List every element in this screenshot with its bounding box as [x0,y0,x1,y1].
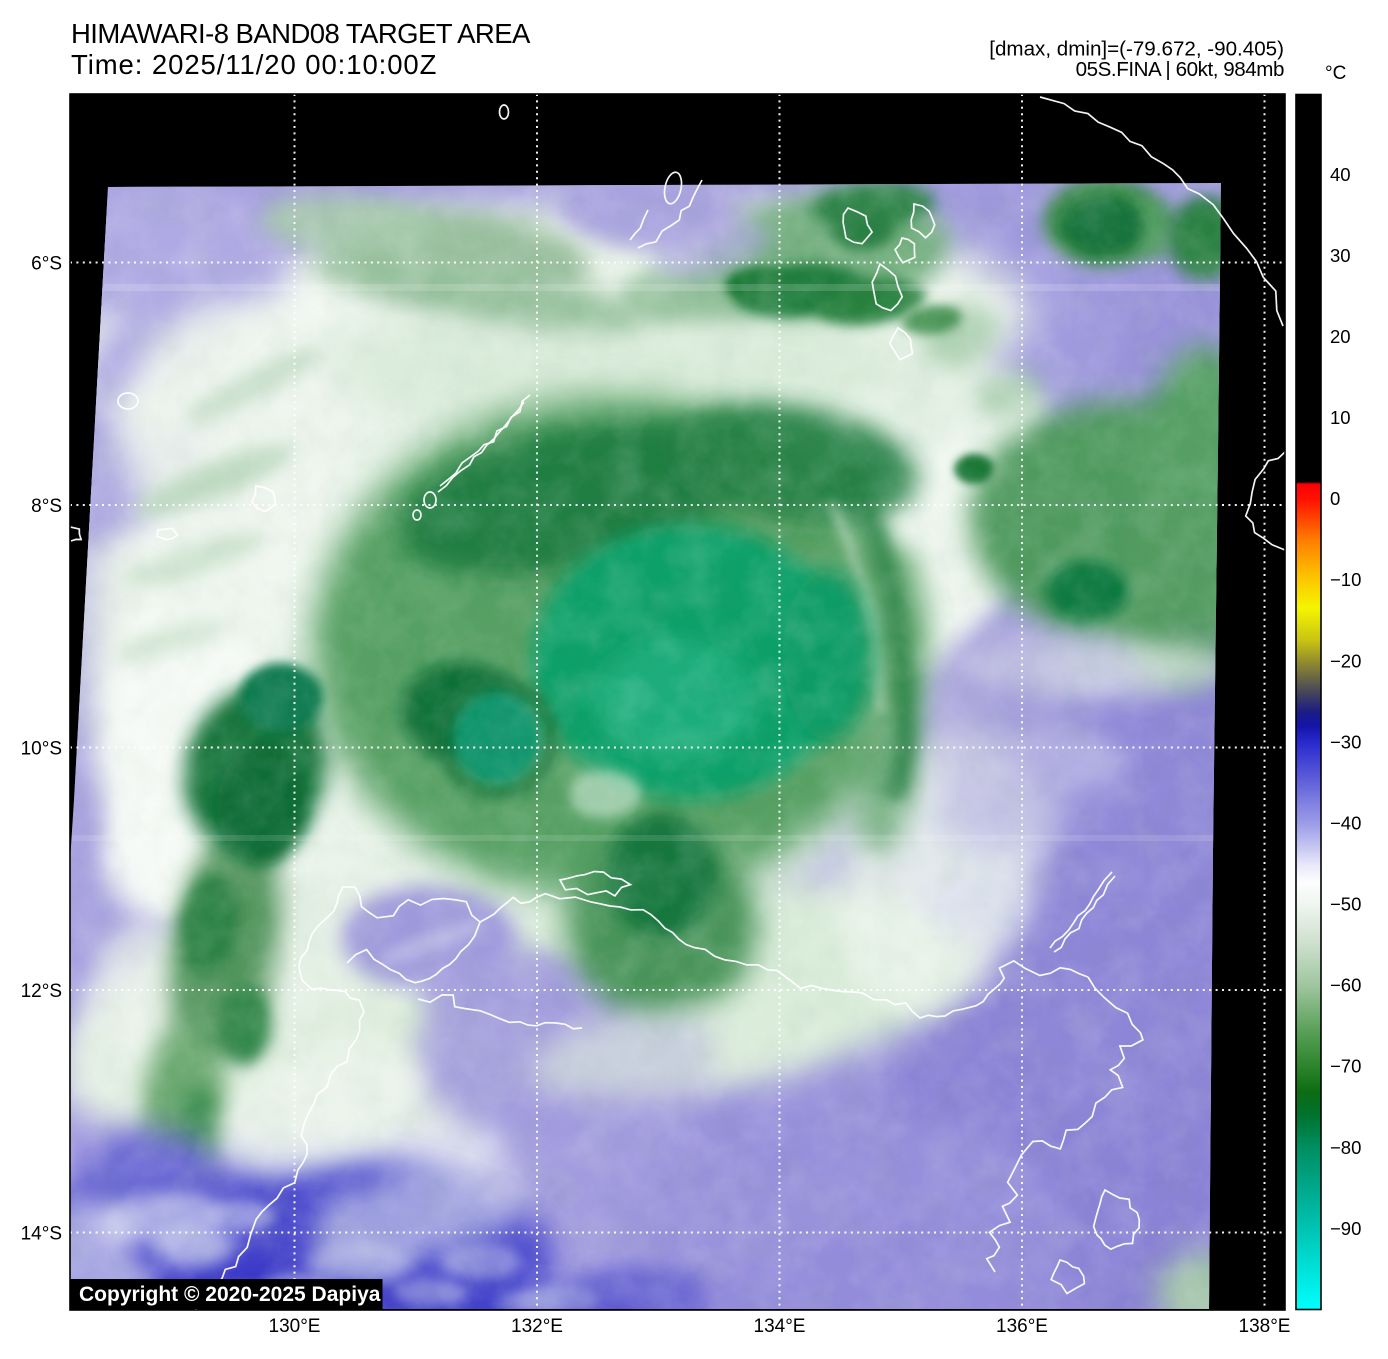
svg-text:−50: −50 [1330,894,1361,915]
svg-text:Time: 2025/11/20 00:10:00Z: Time: 2025/11/20 00:10:00Z [71,49,437,80]
svg-text:−70: −70 [1330,1056,1361,1077]
svg-text:136°E: 136°E [996,1316,1048,1337]
svg-text:130°E: 130°E [269,1316,321,1337]
svg-text:HIMAWARI-8 BAND08 TARGET AREA: HIMAWARI-8 BAND08 TARGET AREA [71,18,531,49]
svg-text:0: 0 [1330,488,1340,509]
svg-text:20: 20 [1330,326,1351,347]
svg-text:8°S: 8°S [31,496,62,517]
svg-text:10: 10 [1330,407,1351,428]
svg-text:134°E: 134°E [754,1316,806,1337]
svg-text:138°E: 138°E [1239,1316,1291,1337]
svg-text:12°S: 12°S [21,981,62,1002]
svg-text:Copyright © 2020-2025 Dapiya: Copyright © 2020-2025 Dapiya [79,1283,381,1306]
svg-text:°C: °C [1325,63,1346,84]
svg-text:−60: −60 [1330,975,1361,996]
svg-text:[dmax, dmin]=(-79.672, -90.405: [dmax, dmin]=(-79.672, -90.405) [989,38,1284,61]
svg-text:−80: −80 [1330,1137,1361,1158]
svg-text:−40: −40 [1330,812,1361,833]
svg-text:−30: −30 [1330,731,1361,752]
svg-text:30: 30 [1330,245,1351,266]
svg-text:−20: −20 [1330,650,1361,671]
svg-text:6°S: 6°S [31,254,62,275]
svg-text:10°S: 10°S [21,739,62,760]
svg-text:14°S: 14°S [21,1224,62,1245]
svg-text:−10: −10 [1330,569,1361,590]
svg-text:05S.FINA | 60kt, 984mb: 05S.FINA | 60kt, 984mb [1076,58,1284,81]
svg-text:132°E: 132°E [511,1316,563,1337]
svg-text:−90: −90 [1330,1218,1361,1239]
svg-text:40: 40 [1330,164,1351,185]
